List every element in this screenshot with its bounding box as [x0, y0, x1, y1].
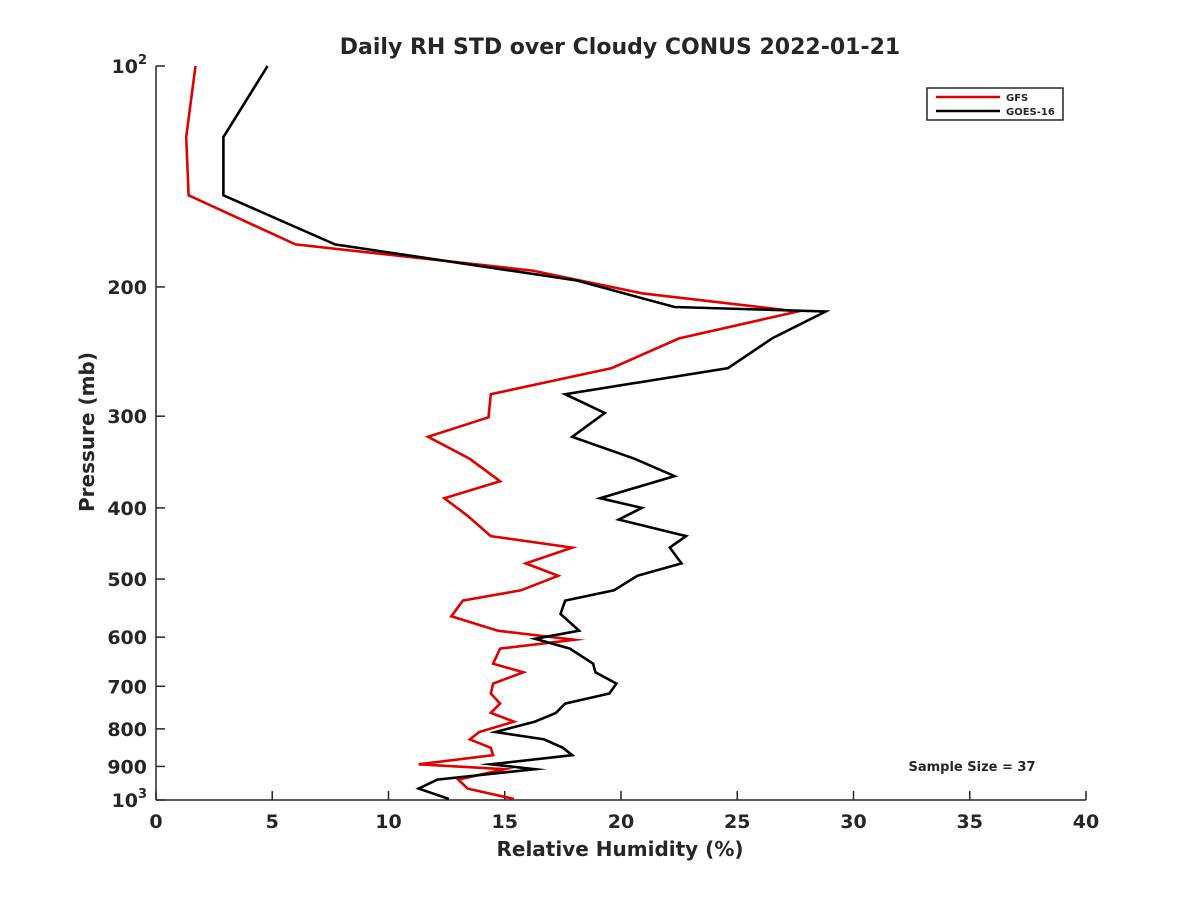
y-tick-label: 300 — [107, 406, 147, 428]
x-tick-label: 5 — [266, 811, 279, 833]
series-layer — [184, 65, 831, 801]
x-tick-label: 0 — [149, 811, 162, 833]
y-tick-label: 102 — [112, 53, 148, 78]
x-tick-label: 35 — [957, 811, 983, 833]
series-line-gfs — [184, 65, 806, 801]
x-axis-label: Relative Humidity (%) — [496, 837, 743, 861]
y-tick-label: 900 — [107, 756, 147, 778]
y-axis: 102 200 300 400 500 600 700 800 900 103 — [107, 53, 165, 812]
x-tick-label: 30 — [840, 811, 866, 833]
x-tick-label: 40 — [1073, 811, 1099, 833]
y-tick-label: 400 — [107, 498, 147, 520]
y-tick-label: 103 — [112, 787, 148, 812]
series-line-goes16 — [222, 65, 831, 801]
x-tick-label: 25 — [724, 811, 750, 833]
y-tick-label: 500 — [107, 569, 147, 591]
y-tick-label: 700 — [107, 676, 147, 698]
legend-label-gfs: GFS — [1006, 93, 1028, 104]
legend-label-goes16: GOES-16 — [1006, 107, 1055, 118]
x-tick-label: 10 — [375, 811, 401, 833]
x-tick-label: 20 — [608, 811, 634, 833]
x-tick-label: 15 — [492, 811, 518, 833]
legend-box — [926, 87, 1064, 121]
y-tick-label: 800 — [107, 719, 147, 741]
chart-title: Daily RH STD over Cloudy CONUS 2022-01-2… — [340, 35, 900, 60]
legend: GFS GOES-16 — [926, 87, 1064, 121]
y-axis-label: Pressure (mb) — [75, 352, 99, 512]
y-tick-label: 200 — [107, 277, 147, 299]
x-axis: 0 5 10 15 20 25 30 35 40 — [149, 791, 1099, 833]
y-tick-label: 600 — [107, 627, 147, 649]
sample-size-annotation: Sample Size = 37 — [908, 760, 1035, 775]
